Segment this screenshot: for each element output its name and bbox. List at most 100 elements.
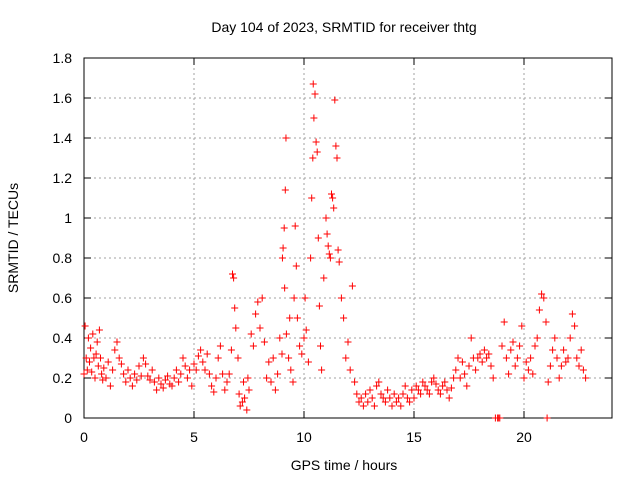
y-tick-label: 0.2 xyxy=(53,370,73,386)
data-point xyxy=(106,382,114,390)
data-point xyxy=(334,246,342,254)
data-point xyxy=(256,324,264,332)
y-tick-label: 0.8 xyxy=(53,250,73,266)
data-point xyxy=(80,370,88,378)
data-point xyxy=(320,274,328,282)
x-tick-label: 0 xyxy=(80,429,88,445)
data-point xyxy=(148,366,156,374)
data-point xyxy=(513,354,521,362)
data-point xyxy=(124,366,132,374)
data-point xyxy=(568,310,576,318)
data-point xyxy=(83,366,91,374)
data-point xyxy=(282,330,290,338)
data-point xyxy=(557,362,565,370)
data-point xyxy=(183,374,191,382)
data-point xyxy=(201,366,209,374)
data-point xyxy=(86,358,93,366)
data-point xyxy=(137,372,145,380)
data-point xyxy=(252,310,260,318)
data-point xyxy=(476,350,484,358)
data-point xyxy=(271,386,279,394)
data-point xyxy=(351,378,359,386)
x-tick-label: 10 xyxy=(296,429,312,445)
data-point xyxy=(170,374,178,382)
data-point xyxy=(126,374,134,382)
data-point xyxy=(395,394,403,402)
data-point xyxy=(553,354,561,362)
data-point xyxy=(403,394,411,402)
data-point xyxy=(518,322,526,330)
data-point xyxy=(210,388,218,396)
data-point xyxy=(84,334,92,342)
data-point xyxy=(359,402,367,410)
data-point xyxy=(465,362,473,370)
data-point xyxy=(307,254,315,262)
data-point xyxy=(276,334,284,342)
data-point xyxy=(441,378,449,386)
data-point xyxy=(203,350,211,358)
data-point xyxy=(329,194,337,202)
data-point xyxy=(472,366,480,374)
data-point xyxy=(287,366,295,374)
data-point xyxy=(221,386,229,394)
data-point xyxy=(188,382,196,390)
data-point xyxy=(452,366,460,374)
data-point xyxy=(135,362,143,370)
data-point xyxy=(531,342,539,350)
data-point xyxy=(425,390,433,398)
data-point xyxy=(267,378,275,386)
data-point xyxy=(286,314,294,322)
data-point xyxy=(133,376,141,384)
data-point xyxy=(489,374,497,382)
chart-title: Day 104 of 2023, SRMTID for receiver tht… xyxy=(211,19,476,35)
data-point xyxy=(373,382,381,390)
data-point xyxy=(401,382,409,390)
data-point xyxy=(544,378,552,386)
data-point xyxy=(546,362,554,370)
data-point xyxy=(485,350,493,358)
data-point xyxy=(325,250,333,258)
points-layer xyxy=(80,80,590,422)
data-point xyxy=(92,350,100,358)
data-point xyxy=(281,284,289,292)
data-point xyxy=(524,366,532,374)
y-tick-label: 1.4 xyxy=(53,130,73,146)
data-point xyxy=(315,302,323,310)
data-point xyxy=(245,386,253,394)
data-point xyxy=(344,338,352,346)
data-point xyxy=(549,346,557,354)
data-point xyxy=(131,370,139,378)
data-point xyxy=(309,154,317,162)
data-point xyxy=(90,354,98,362)
data-point xyxy=(543,414,551,422)
data-point xyxy=(496,414,504,422)
data-point xyxy=(483,354,491,362)
x-tick-label: 20 xyxy=(516,429,532,445)
data-point xyxy=(177,370,185,378)
data-point xyxy=(263,374,271,382)
data-point xyxy=(192,366,200,374)
data-point xyxy=(434,386,442,394)
data-point xyxy=(234,354,242,362)
data-point xyxy=(249,342,257,350)
data-point xyxy=(342,354,350,362)
data-point xyxy=(117,360,125,368)
data-point xyxy=(186,366,194,374)
data-point xyxy=(507,346,515,354)
data-point xyxy=(502,354,510,362)
data-point xyxy=(560,346,568,354)
data-point xyxy=(579,366,587,374)
data-point xyxy=(150,378,158,386)
data-point xyxy=(551,334,559,342)
data-point xyxy=(538,290,546,298)
data-point xyxy=(330,204,338,212)
data-point xyxy=(564,354,572,362)
data-point xyxy=(458,358,466,366)
data-point xyxy=(212,374,220,382)
data-point xyxy=(115,354,123,362)
data-point xyxy=(348,282,356,290)
data-point xyxy=(357,394,365,402)
data-point xyxy=(157,380,165,388)
data-point xyxy=(314,234,322,242)
